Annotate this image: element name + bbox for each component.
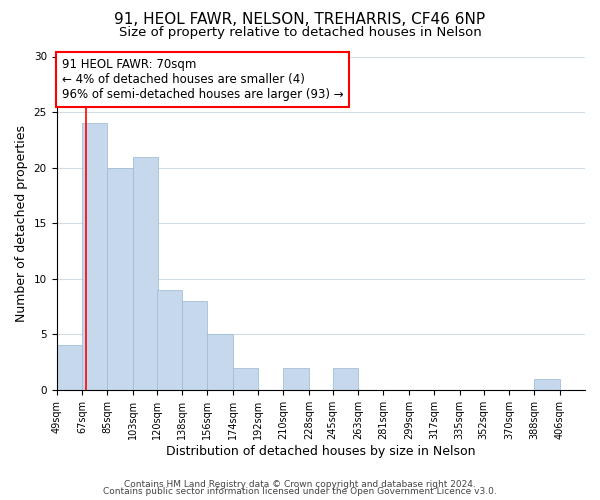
Bar: [82, 123, 107, 390]
Bar: [333, 368, 358, 390]
Bar: [107, 168, 133, 390]
Text: 91 HEOL FAWR: 70sqm
← 4% of detached houses are smaller (4)
96% of semi-detached: 91 HEOL FAWR: 70sqm ← 4% of detached hou…: [62, 58, 343, 101]
Bar: [182, 301, 208, 390]
Bar: [208, 334, 233, 390]
Bar: [133, 156, 158, 390]
Text: 91, HEOL FAWR, NELSON, TREHARRIS, CF46 6NP: 91, HEOL FAWR, NELSON, TREHARRIS, CF46 6…: [115, 12, 485, 28]
X-axis label: Distribution of detached houses by size in Nelson: Distribution of detached houses by size …: [166, 444, 476, 458]
Bar: [283, 368, 309, 390]
Bar: [534, 378, 560, 390]
Bar: [233, 368, 258, 390]
Text: Size of property relative to detached houses in Nelson: Size of property relative to detached ho…: [119, 26, 481, 39]
Text: Contains HM Land Registry data © Crown copyright and database right 2024.: Contains HM Land Registry data © Crown c…: [124, 480, 476, 489]
Bar: [157, 290, 182, 390]
Y-axis label: Number of detached properties: Number of detached properties: [15, 124, 28, 322]
Bar: [56, 346, 82, 390]
Text: Contains public sector information licensed under the Open Government Licence v3: Contains public sector information licen…: [103, 488, 497, 496]
